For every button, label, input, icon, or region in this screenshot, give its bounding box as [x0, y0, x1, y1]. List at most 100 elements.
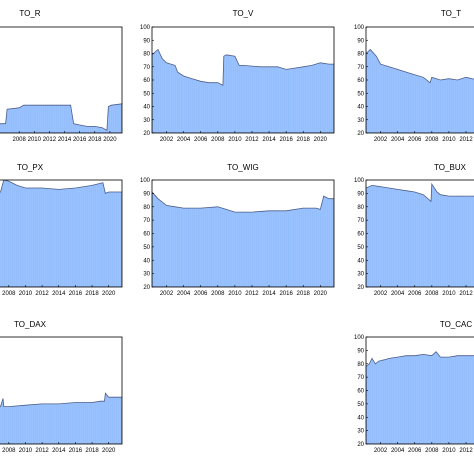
x-tick-label: 2016 [279, 137, 293, 143]
x-tick-label: 2018 [85, 291, 99, 297]
x-tick-label: 2004 [177, 137, 191, 143]
chart-title: TO_WIG [227, 163, 258, 172]
x-tick-label: 2004 [177, 291, 191, 297]
x-tick-label: 2002 [374, 291, 388, 297]
plot-area [152, 191, 334, 287]
y-tick-label: 30 [357, 118, 364, 124]
y-tick-label: 20 [357, 131, 364, 137]
area-series [366, 48, 474, 133]
chart-panel-to-cac: TO_CAC 20 30 40 50 60 70 80 90 100 2002 2004 2006 200… [354, 320, 474, 454]
chart-title: TO_V [233, 9, 254, 18]
x-tick-label: 2016 [279, 291, 293, 297]
y-tick-label: 30 [357, 429, 364, 435]
x-tick-label: 2014 [262, 137, 276, 143]
y-tick-label: 90 [143, 191, 150, 197]
y-tick-label: 60 [143, 232, 150, 238]
x-tick-label: 2018 [88, 137, 102, 143]
y-tick-label: 40 [143, 258, 150, 264]
area-series [152, 191, 334, 287]
x-tick-label: 2018 [297, 291, 311, 297]
y-tick-label: 70 [143, 218, 150, 224]
y-tick-label: 50 [357, 402, 364, 408]
x-tick-label: 2016 [69, 448, 83, 454]
y-tick-label: 90 [357, 38, 364, 44]
x-tick-label: 2008 [425, 137, 439, 143]
x-tick-label: 2012 [43, 137, 57, 143]
y-tick-label: 40 [357, 105, 364, 111]
y-tick-label: 100 [354, 178, 365, 184]
area-series [366, 182, 474, 287]
y-tick-label: 90 [357, 348, 364, 354]
x-tick-label: 2008 [2, 448, 16, 454]
y-tick-label: 60 [357, 389, 364, 395]
x-tick-label: 2006 [194, 137, 208, 143]
y-tick-label: 40 [357, 258, 364, 264]
x-tick-label: 2018 [85, 448, 99, 454]
x-tick-label: 2010 [442, 448, 456, 454]
plot-area [366, 351, 474, 444]
x-tick-label: 2012 [459, 291, 473, 297]
y-tick-label: 50 [357, 91, 364, 97]
y-tick-label: 30 [357, 272, 364, 278]
x-tick-label: 2012 [35, 291, 49, 297]
y-tick-label: 100 [354, 25, 365, 31]
x-tick-label: 2020 [102, 448, 116, 454]
area-series [0, 392, 122, 444]
x-tick-label: 2008 [2, 291, 16, 297]
y-tick-label: 90 [143, 38, 150, 44]
x-tick-label: 2014 [52, 291, 66, 297]
x-tick-label: 2014 [262, 291, 276, 297]
chart-panel-to-r: TO_R 2008 2010 2012 2014 2016 2018 2020 [0, 9, 123, 143]
plot-area [366, 182, 474, 287]
x-tick-label: 2010 [442, 291, 456, 297]
chart-title: TO_DAX [14, 320, 47, 329]
y-tick-label: 70 [143, 65, 150, 71]
chart-panel-to-dax: TO_DAX 2008 2010 2012 2014 2016 2018 2020 [0, 320, 123, 454]
y-tick-label: 30 [143, 272, 150, 278]
y-tick-label: 100 [140, 25, 151, 31]
x-tick-label: 2006 [408, 137, 422, 143]
plot-area [0, 392, 122, 444]
x-tick-label: 2010 [228, 137, 242, 143]
x-tick-label: 2016 [73, 137, 87, 143]
x-tick-label: 2018 [297, 137, 311, 143]
x-tick-label: 2012 [459, 137, 473, 143]
x-tick-label: 2010 [28, 137, 42, 143]
y-tick-label: 100 [354, 335, 365, 341]
y-tick-label: 20 [357, 285, 364, 291]
y-tick-label: 80 [357, 52, 364, 58]
x-tick-label: 2010 [19, 448, 33, 454]
x-tick-label: 2020 [314, 291, 328, 297]
x-tick-label: 2008 [425, 291, 439, 297]
y-tick-label: 80 [357, 362, 364, 368]
x-tick-label: 2006 [408, 291, 422, 297]
x-tick-label: 2004 [391, 448, 405, 454]
x-tick-label: 2002 [374, 448, 388, 454]
plot-frame [0, 26, 123, 134]
x-tick-label: 2002 [160, 291, 174, 297]
y-tick-label: 90 [357, 191, 364, 197]
x-tick-label: 2004 [391, 291, 405, 297]
y-tick-label: 60 [357, 232, 364, 238]
x-tick-label: 2010 [19, 291, 33, 297]
x-tick-label: 2012 [35, 448, 49, 454]
x-tick-label: 2014 [52, 448, 66, 454]
y-tick-label: 20 [143, 285, 150, 291]
y-tick-label: 50 [357, 245, 364, 251]
chart-title: TO_R [19, 9, 40, 18]
chart-title: TO_CAC [440, 320, 473, 329]
x-tick-label: 2014 [58, 137, 72, 143]
x-tick-label: 2006 [408, 448, 422, 454]
x-tick-label: 2010 [442, 137, 456, 143]
area-series [0, 180, 122, 287]
y-tick-label: 50 [143, 245, 150, 251]
y-tick-label: 80 [143, 205, 150, 211]
area-series [366, 351, 474, 444]
y-tick-label: 70 [357, 375, 364, 381]
y-tick-label: 30 [143, 118, 150, 124]
plot-area [152, 48, 334, 133]
chart-panel-to-wig: TO_WIG 20 30 40 50 60 70 80 90 100 2002 2004 2006 200… [140, 163, 335, 297]
